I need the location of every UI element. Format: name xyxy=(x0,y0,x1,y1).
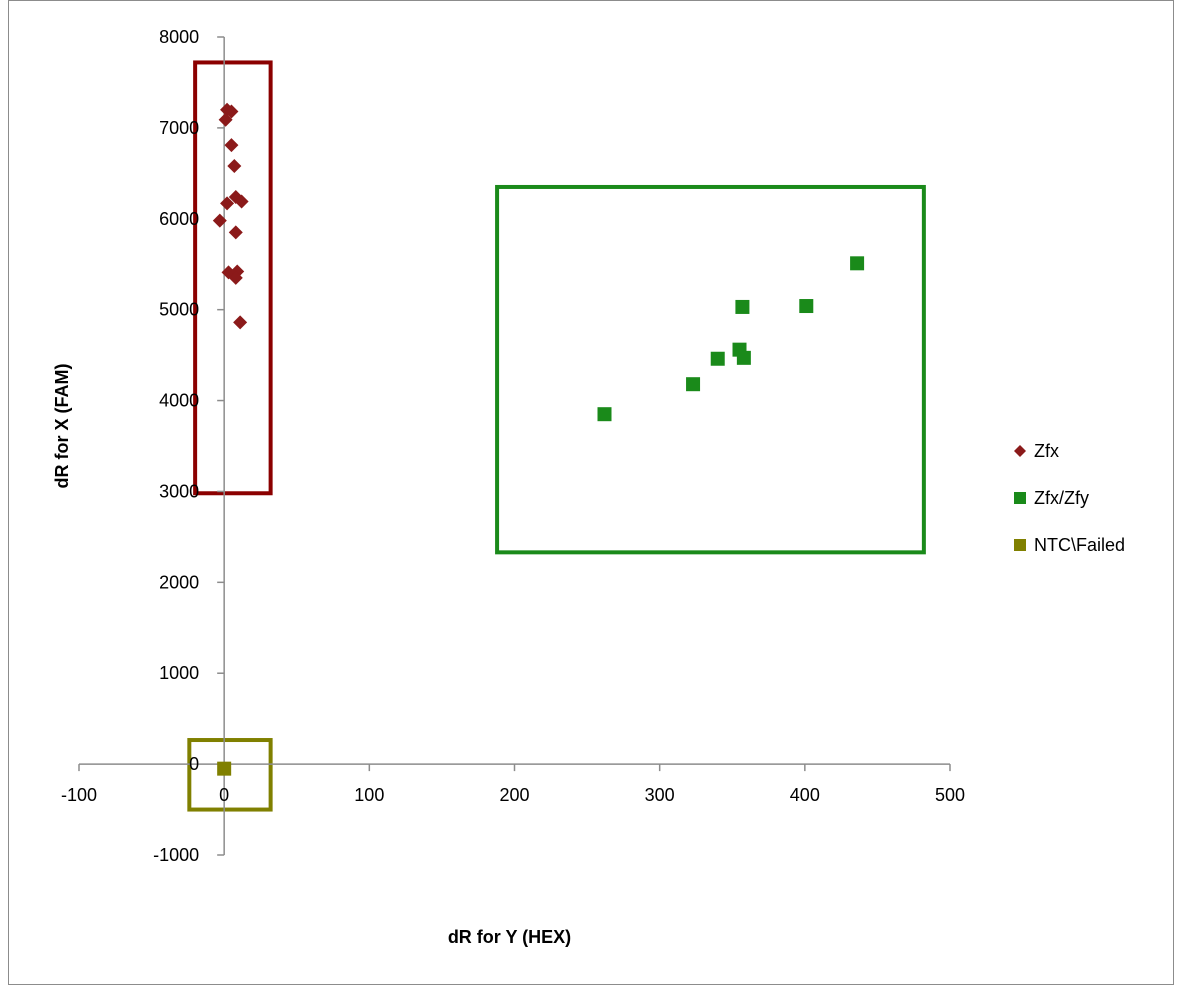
highlight-box xyxy=(495,184,926,555)
y-tick-label: 7000 xyxy=(159,118,199,138)
legend-marker xyxy=(1014,445,1026,457)
annotation-layer xyxy=(187,60,926,812)
y-axis-title: dR for X (FAM) xyxy=(52,364,72,489)
highlight-box xyxy=(187,738,273,812)
data-point xyxy=(228,225,243,240)
x-tick-label: 300 xyxy=(645,785,675,805)
highlight-box xyxy=(193,60,273,496)
legend-marker xyxy=(1014,492,1026,504)
point-layer xyxy=(212,102,865,776)
x-axis-title: dR for Y (HEX) xyxy=(448,927,571,947)
data-point xyxy=(799,299,814,314)
legend-label: Zfx xyxy=(1034,441,1059,461)
y-tick-label: 2000 xyxy=(159,572,199,592)
tick-layer: -100 0 100 200 300 400 500-1000010002000300040… xyxy=(61,27,965,865)
y-tick-label: 8000 xyxy=(159,27,199,47)
y-tick-label: 5000 xyxy=(159,300,199,320)
x-tick-label: 100 xyxy=(354,785,384,805)
legend: Zfx Zfx/Zfy NTC\Failed xyxy=(1014,441,1125,555)
data-point xyxy=(735,299,750,314)
x-tick-label: -100 xyxy=(61,785,97,805)
data-point xyxy=(220,196,235,211)
y-tick-label: 0 xyxy=(189,754,199,774)
data-point xyxy=(597,407,612,422)
data-point xyxy=(850,256,865,271)
x-tick-label: 500 xyxy=(935,785,965,805)
legend-label: NTC\Failed xyxy=(1034,535,1125,555)
y-tick-label: 6000 xyxy=(159,209,199,229)
data-point xyxy=(212,213,227,228)
data-point xyxy=(218,112,233,127)
axis-layer xyxy=(79,37,950,855)
data-point xyxy=(686,377,701,392)
x-tick-label: 400 xyxy=(790,785,820,805)
data-point xyxy=(217,761,232,776)
x-tick-label: 0 xyxy=(219,785,229,805)
data-point xyxy=(710,351,725,366)
data-point xyxy=(228,270,243,285)
y-tick-label: 3000 xyxy=(159,481,199,501)
legend-label: Zfx/Zfy xyxy=(1034,488,1089,508)
data-point xyxy=(234,194,249,209)
data-point xyxy=(224,138,239,153)
y-tick-label: -1000 xyxy=(153,845,199,865)
y-tick-label: 1000 xyxy=(159,663,199,683)
data-point xyxy=(736,350,751,365)
y-tick-label: 4000 xyxy=(159,391,199,411)
x-tick-label: 200 xyxy=(499,785,529,805)
data-point xyxy=(227,159,242,174)
data-point xyxy=(233,315,248,330)
legend-marker xyxy=(1014,539,1026,551)
